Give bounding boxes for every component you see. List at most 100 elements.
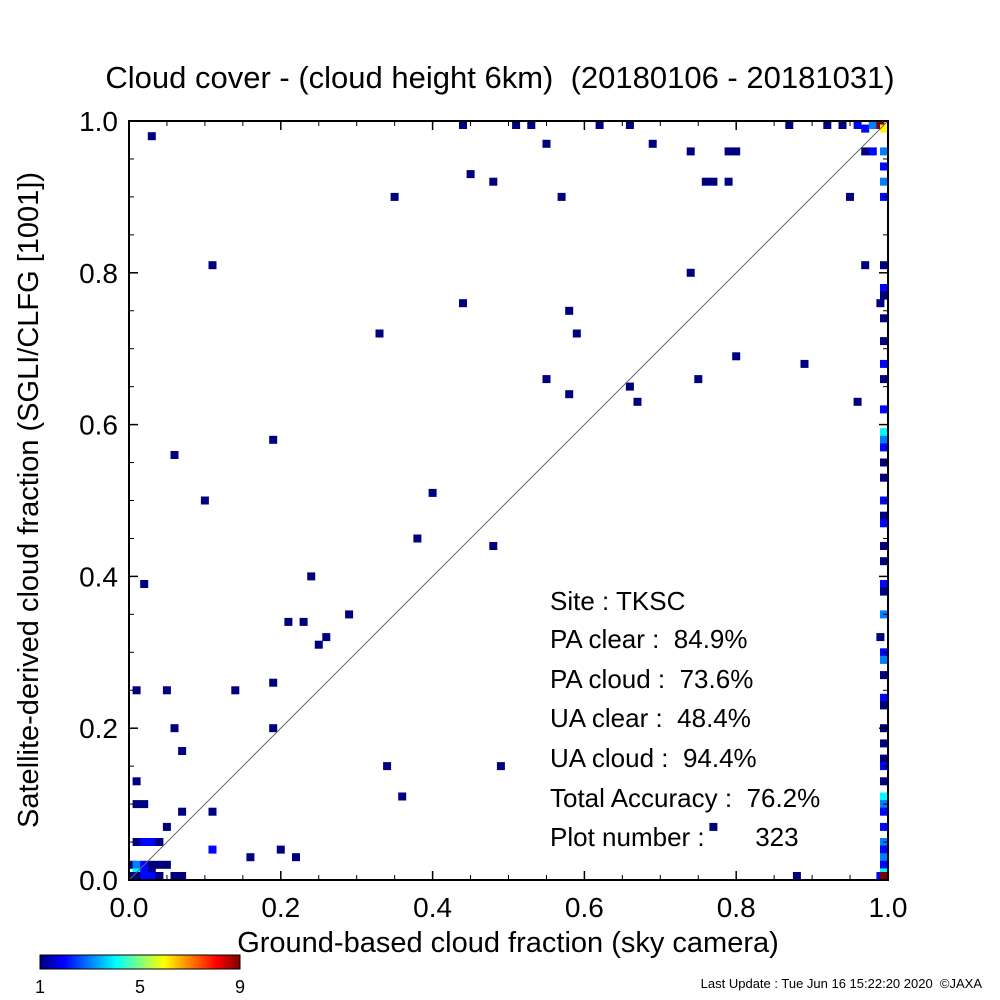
data-cell [565,390,574,399]
data-cell [724,147,733,156]
stat-site: Site : TKSC [550,586,685,616]
data-cell [140,872,149,880]
data-points [129,121,888,880]
y-tick-label: 1.0 [79,106,118,137]
data-cell [489,542,498,550]
data-cell [880,860,888,869]
data-cell [162,686,171,695]
data-cell [880,435,888,444]
data-cell [880,284,888,292]
data-cell [147,860,156,869]
data-cell [314,640,323,649]
data-cell [595,121,604,129]
data-cell [868,147,877,156]
colorbar: 1 5 9 [35,954,245,997]
data-cell [170,451,179,459]
data-cell [732,352,741,361]
data-cell [800,359,809,368]
data-cell [880,671,888,680]
data-cell [292,853,300,862]
data-cell [880,655,888,664]
data-cell [390,192,399,201]
data-cell [466,170,475,179]
stat-ua-cloud: UA cloud : 94.4% [550,743,757,773]
data-cell [861,147,870,156]
data-cell [823,121,832,129]
data-cell [686,147,695,156]
data-cell [155,872,164,880]
data-cell [200,496,209,505]
y-tick-label: 0.0 [79,865,118,896]
data-cell [880,693,888,702]
data-cell [880,777,888,786]
data-cell [413,534,422,543]
data-cell [880,587,888,596]
y-tick-label: 0.4 [79,561,118,592]
stat-total-accuracy: Total Accuracy : 76.2% [550,783,820,813]
data-cell [785,121,794,129]
data-cell [155,860,164,869]
data-cell [208,845,217,854]
data-cell [147,132,156,141]
data-cell [322,633,331,642]
x-tick-label: 0.8 [717,892,756,923]
data-cell [880,405,888,414]
x-tick-label: 0.6 [565,892,604,923]
data-cell [132,686,141,695]
data-cell [307,572,316,581]
stat-ua-clear: UA clear : 48.4% [550,703,751,733]
data-cell [880,177,888,186]
data-cell [861,124,870,133]
data-cell [208,261,217,270]
axis-ticks: 0.00.0 0.2 0.2 0.4 0.4 0.6 0.6 0.8 0.8 1.0 1.0 [79,106,907,923]
x-tick-label: 0.0 [110,892,149,923]
data-cell [880,291,888,300]
one-to-one-line [128,120,889,881]
data-cell [880,701,888,710]
data-cell [375,329,384,338]
data-cell [724,177,733,186]
data-cell [527,121,536,129]
colorbar-tick-label: 5 [135,977,145,997]
data-cell [709,177,718,186]
data-cell [880,124,888,133]
data-cell [648,139,657,148]
data-cell [345,610,354,619]
data-cell [170,724,179,733]
data-cell [542,139,551,148]
data-cell [709,822,718,831]
data-cell [880,147,888,156]
data-cell [625,121,634,129]
chart-title: Cloud cover - (cloud height 6km) (201801… [105,60,894,95]
data-cell [880,359,888,368]
y-tick-label: 0.6 [79,410,118,441]
data-cell [880,314,888,323]
data-cell [625,382,634,391]
data-cell [633,397,642,406]
stat-pa-clear: PA clear : 84.9% [550,624,748,654]
data-cell [269,678,278,687]
data-cell [276,845,285,854]
data-cell [880,739,888,748]
data-cell [132,872,141,880]
stats-box: Site : TKSC PA clear : 84.9% PA cloud : … [550,586,820,852]
data-cell [701,177,710,186]
data-cell [162,822,171,831]
x-tick-label: 1.0 [869,892,908,923]
data-cell [132,777,141,786]
data-cell [732,147,741,156]
data-cell [269,435,278,444]
y-tick-label: 0.2 [79,713,118,744]
data-cell [231,686,240,695]
data-cell [162,860,171,869]
colorbar-tick-label: 1 [35,977,45,997]
data-cell [459,121,467,129]
data-cell [880,754,888,763]
data-cell [694,375,703,384]
data-cell [132,860,141,869]
data-cell [140,800,149,809]
data-cell [269,724,278,733]
data-cell [853,121,862,129]
data-cell [155,838,164,846]
